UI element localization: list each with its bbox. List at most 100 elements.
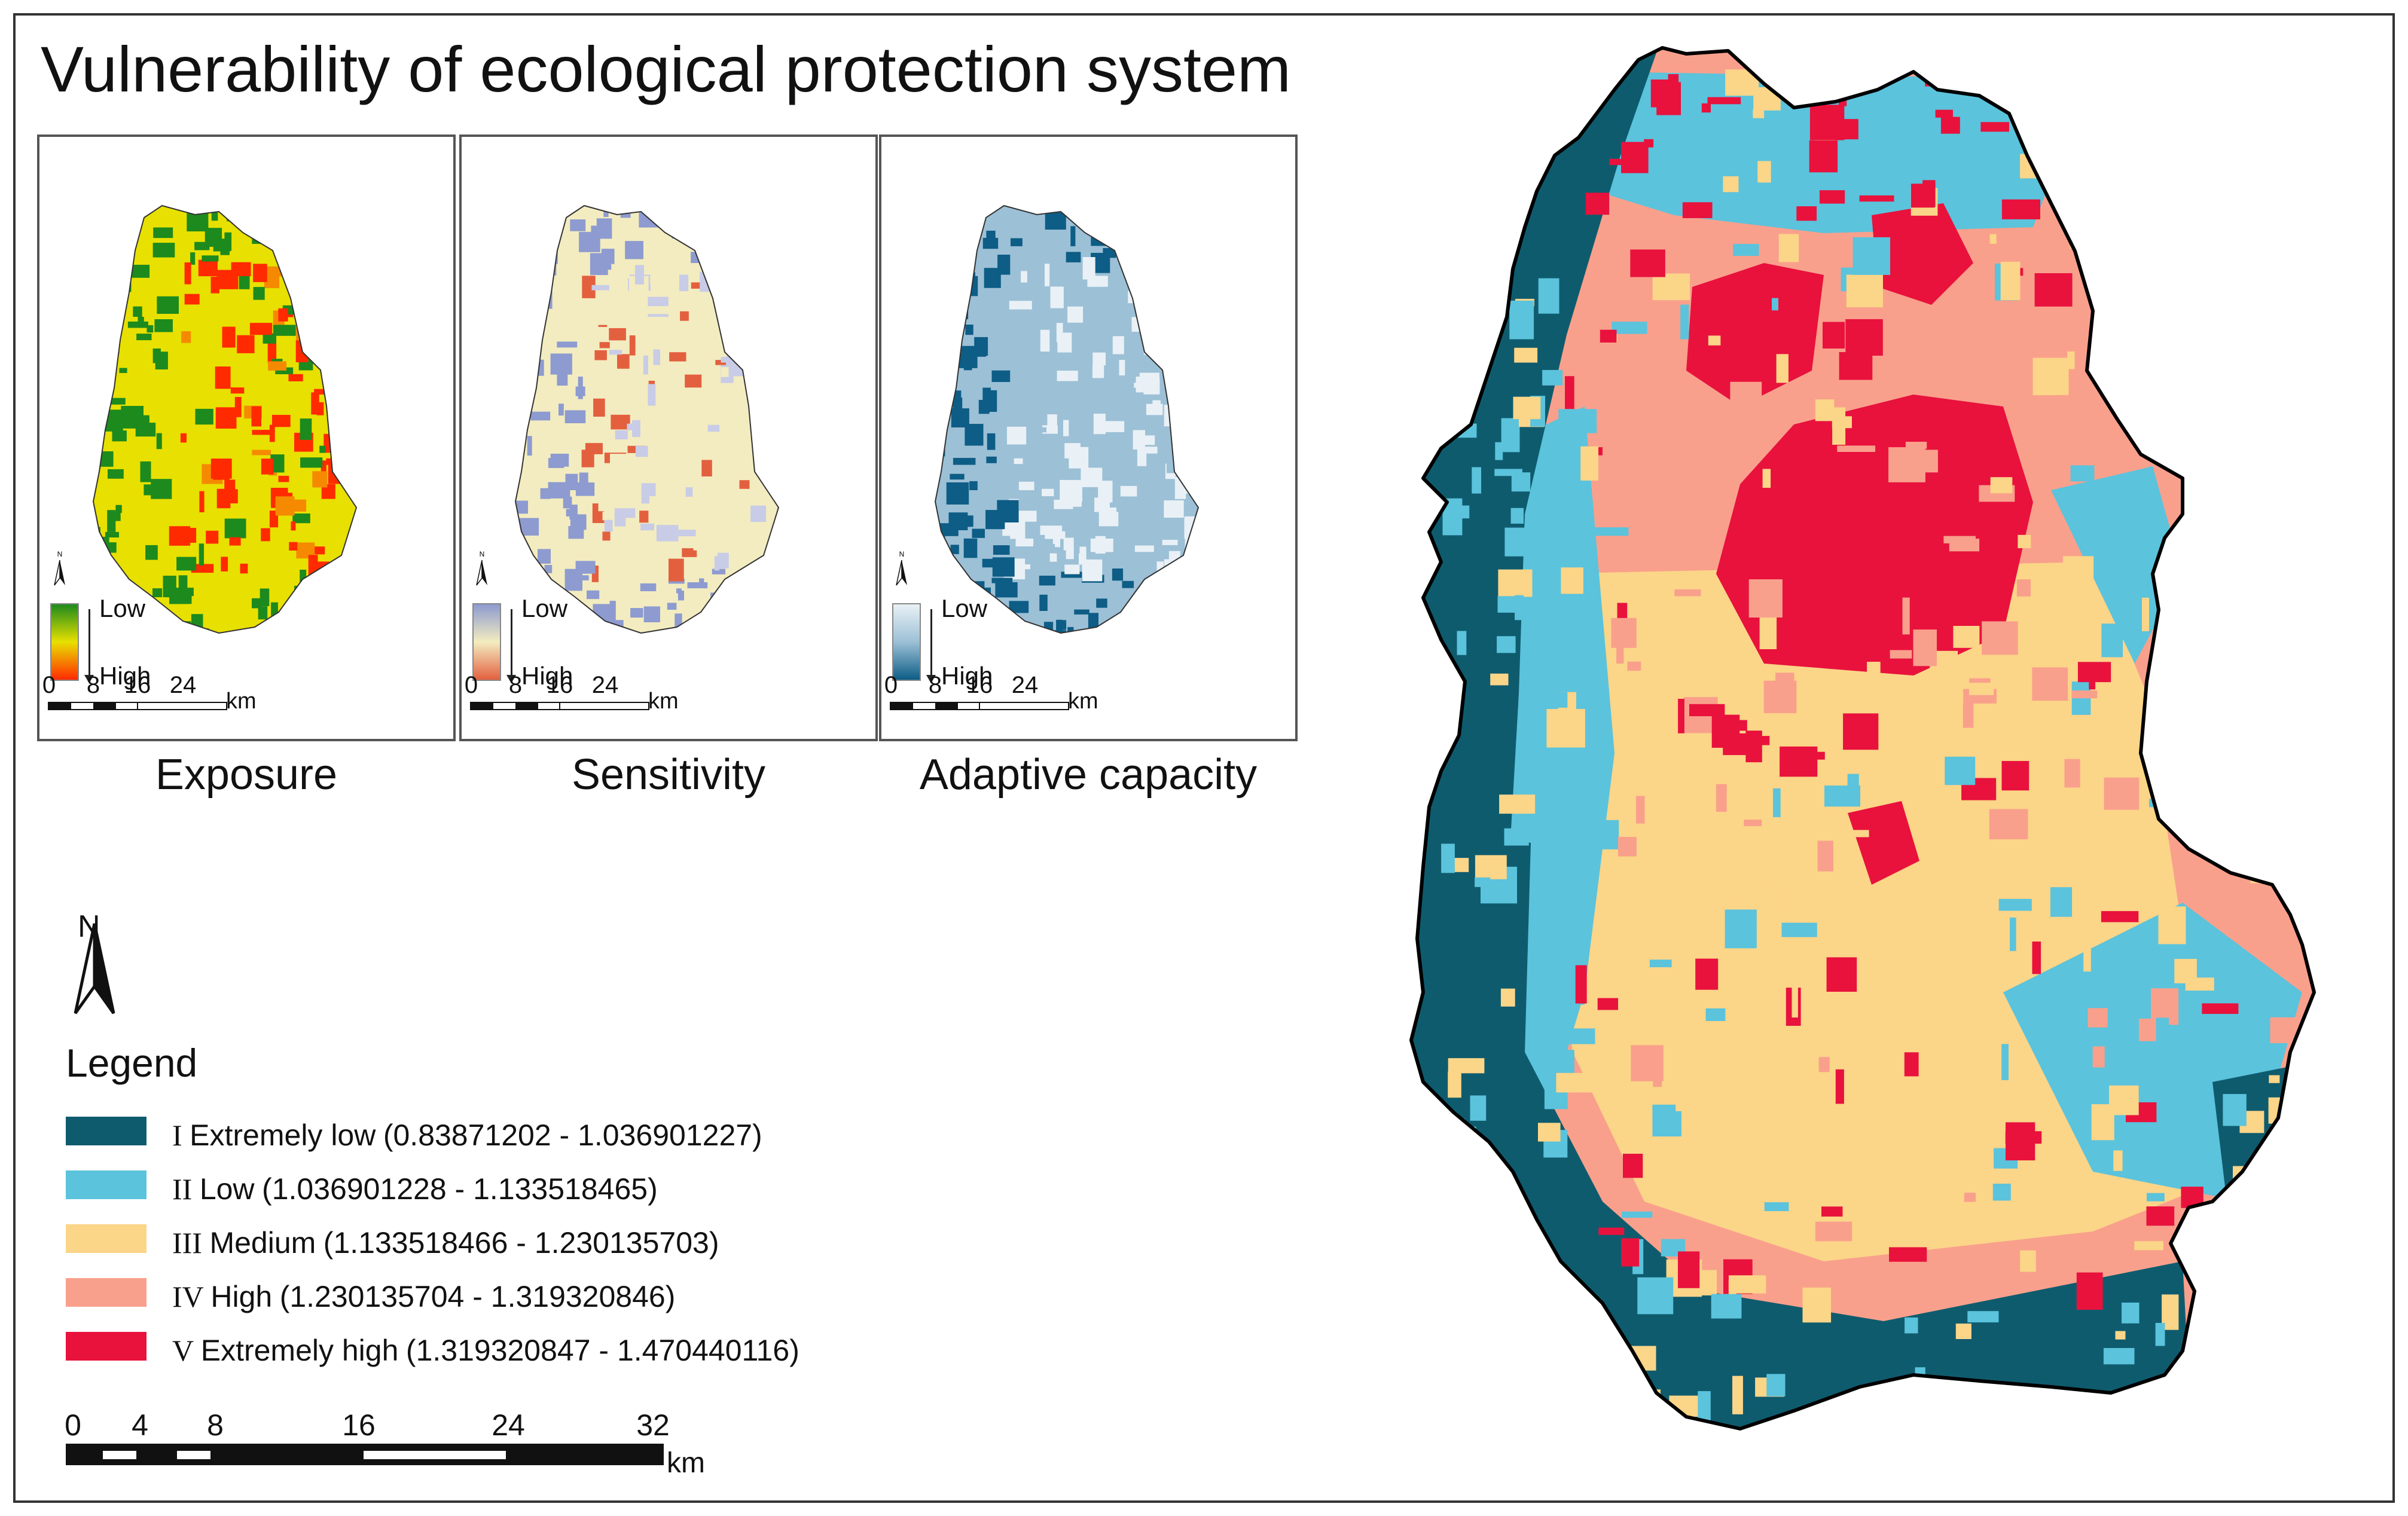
map-patch bbox=[1843, 713, 1879, 750]
map-patch bbox=[1839, 352, 1873, 380]
mini-patch bbox=[1042, 488, 1054, 497]
mini-scale-tick: 0 bbox=[42, 672, 56, 698]
mini-patch bbox=[760, 280, 775, 285]
svg-text:N: N bbox=[899, 550, 905, 558]
map-patch bbox=[1902, 597, 1910, 635]
mini-patch bbox=[548, 458, 564, 468]
map-patch bbox=[1885, 1394, 1903, 1429]
mini-patch bbox=[521, 207, 535, 218]
map-patch bbox=[2248, 405, 2270, 433]
map-patch bbox=[1989, 809, 2028, 839]
legend-swatch bbox=[66, 1224, 147, 1253]
mini-patch bbox=[289, 235, 310, 248]
legend-label: V Extremely high (1.319320847 - 1.470440… bbox=[172, 1333, 799, 1368]
mini-patch bbox=[675, 613, 682, 632]
mini-patch bbox=[1168, 216, 1176, 237]
map-patch bbox=[1949, 539, 1980, 552]
map-patch bbox=[2233, 1166, 2270, 1198]
mini-patch bbox=[323, 336, 334, 341]
mini-patch bbox=[1052, 630, 1066, 633]
map-patch bbox=[1852, 830, 1869, 838]
mini-patch bbox=[275, 496, 295, 516]
legend-range: (1.319320847 - 1.470440116) bbox=[405, 1334, 799, 1367]
mini-patch bbox=[1049, 553, 1057, 562]
map-patch bbox=[1504, 527, 1537, 557]
mini-patch bbox=[699, 578, 704, 586]
mini-patch bbox=[948, 512, 968, 530]
mini-patch bbox=[362, 471, 376, 493]
map-patch bbox=[1764, 1202, 1789, 1211]
exposure-panel: N Low High 0 8 16 24 km bbox=[37, 135, 456, 741]
legend-class: I bbox=[172, 1118, 182, 1152]
mini-patch bbox=[575, 575, 589, 580]
mini-patch bbox=[776, 319, 779, 330]
mini-patch bbox=[953, 458, 976, 465]
ramp-low-label: Low bbox=[99, 594, 146, 622]
map-patch bbox=[2101, 623, 2123, 658]
mini-patch bbox=[783, 427, 792, 442]
mini-patch bbox=[739, 480, 750, 489]
mini-patch bbox=[333, 352, 342, 364]
map-patch bbox=[1521, 1376, 1546, 1400]
mini-patch bbox=[222, 326, 236, 348]
mini-patch bbox=[211, 209, 218, 221]
map-patch bbox=[1866, 684, 1897, 708]
mini-patch bbox=[997, 500, 1019, 522]
mini-patch bbox=[782, 583, 801, 588]
mini-patch bbox=[1069, 514, 1075, 537]
mini-patch bbox=[198, 259, 218, 277]
mini-scale-tick: 8 bbox=[928, 672, 942, 698]
map-patch bbox=[1935, 109, 1953, 118]
mini-patch bbox=[191, 564, 214, 573]
mini-north-arrow-icon: N bbox=[53, 549, 67, 591]
mini-patch bbox=[766, 544, 779, 567]
map-patch bbox=[1817, 840, 1833, 872]
mini-patch bbox=[602, 531, 611, 541]
mini-patch bbox=[362, 239, 374, 253]
map-patch bbox=[2269, 792, 2300, 827]
map-patch bbox=[2032, 667, 2068, 701]
map-patch bbox=[1492, 1407, 1527, 1429]
map-patch bbox=[2247, 737, 2285, 747]
map-patch bbox=[1835, 1069, 1844, 1104]
mini-patch bbox=[334, 280, 346, 290]
mini-scale-unit: km bbox=[1068, 689, 1098, 714]
mini-patch bbox=[321, 484, 335, 499]
mini-patch bbox=[1009, 301, 1032, 310]
map-patch bbox=[1565, 376, 1574, 409]
mini-patch bbox=[783, 430, 798, 445]
map-patch bbox=[2050, 82, 2068, 97]
mini-patch bbox=[557, 356, 564, 363]
mini-patch bbox=[544, 565, 553, 573]
map-patch bbox=[1623, 1154, 1643, 1178]
map-patch bbox=[1809, 140, 1838, 173]
map-patch bbox=[1989, 234, 1997, 244]
mini-patch bbox=[1014, 511, 1037, 522]
map-patch bbox=[2290, 869, 2299, 881]
map-patch bbox=[1780, 746, 1818, 777]
map-patch bbox=[1650, 80, 1677, 108]
map-patch bbox=[1457, 365, 1467, 398]
map-patch bbox=[1490, 673, 1509, 686]
mini-scale-bar: 0 8 16 24 km bbox=[42, 672, 263, 738]
map-patch bbox=[2299, 159, 2314, 173]
mini-patch bbox=[625, 241, 643, 259]
mini-patch bbox=[333, 399, 346, 412]
map-patch bbox=[2087, 1008, 2108, 1028]
mini-patch bbox=[152, 588, 163, 597]
map-patch bbox=[1905, 1317, 1918, 1334]
mini-patch bbox=[93, 449, 101, 469]
mini-patch bbox=[575, 561, 596, 574]
map-patch bbox=[2034, 273, 2073, 307]
map-patch bbox=[1766, 1374, 1786, 1396]
mini-patch bbox=[515, 500, 528, 514]
mini-patch bbox=[1112, 336, 1124, 354]
mini-patch bbox=[311, 392, 319, 415]
map-patch bbox=[2241, 496, 2269, 530]
mini-boundary bbox=[92, 204, 358, 634]
mini-patch bbox=[1082, 257, 1095, 280]
mini-patch bbox=[653, 349, 660, 365]
map-patch bbox=[1521, 1402, 1533, 1416]
mini-patch bbox=[776, 293, 779, 314]
mini-patch bbox=[147, 620, 154, 631]
